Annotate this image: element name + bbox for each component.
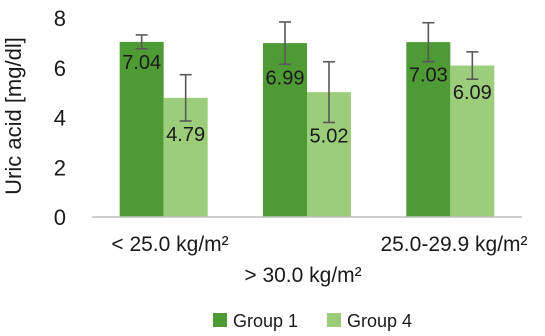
data-label: 4.79	[166, 124, 205, 146]
y-tick-label: 4	[54, 106, 66, 131]
data-label: 7.04	[122, 52, 161, 74]
legend-label: Group 4	[347, 311, 412, 331]
data-label: 7.03	[409, 65, 448, 87]
data-label: 6.99	[266, 67, 305, 89]
bar-group-1	[263, 43, 307, 217]
bar-group-4	[450, 65, 495, 217]
legend-label: Group 1	[233, 311, 298, 331]
error-bar	[179, 73, 192, 122]
legend: Group 1 Group 4	[213, 311, 412, 331]
error-bar	[135, 34, 148, 50]
error-bar	[323, 60, 335, 124]
y-tick-label: 8	[54, 6, 66, 31]
data-label: 6.09	[453, 82, 492, 104]
x-axis-ticks: < 25.0 kg/m² > 30.0 kg/m² 25.0-29.9 kg/m²	[111, 233, 527, 287]
y-tick-label: 0	[54, 205, 66, 230]
y-tick-label: 6	[54, 56, 66, 81]
legend-swatch	[327, 313, 341, 327]
y-axis-ticks: 0 2 4 6 8	[54, 6, 66, 230]
x-category-label: < 25.0 kg/m²	[111, 233, 228, 256]
y-axis-label: Uric acid [mg/dl]	[1, 37, 26, 195]
error-bar	[279, 21, 291, 66]
legend-swatch	[213, 313, 227, 327]
y-tick-label: 2	[54, 155, 66, 180]
error-bar	[466, 51, 479, 80]
data-labels: 7.04 4.79 6.99 5.02 7.036.09	[122, 52, 492, 148]
error-bar	[422, 21, 435, 63]
x-category-label: > 30.0 kg/m²	[244, 264, 361, 287]
error-bars	[135, 21, 479, 124]
data-label: 5.02	[310, 125, 349, 147]
bar-group-1	[119, 41, 164, 217]
legend-item: Group 4	[327, 311, 412, 331]
bar-group-1	[406, 42, 451, 217]
x-category-label: 25.0-29.9 kg/m²	[380, 233, 527, 256]
legend-item: Group 1	[213, 311, 298, 331]
